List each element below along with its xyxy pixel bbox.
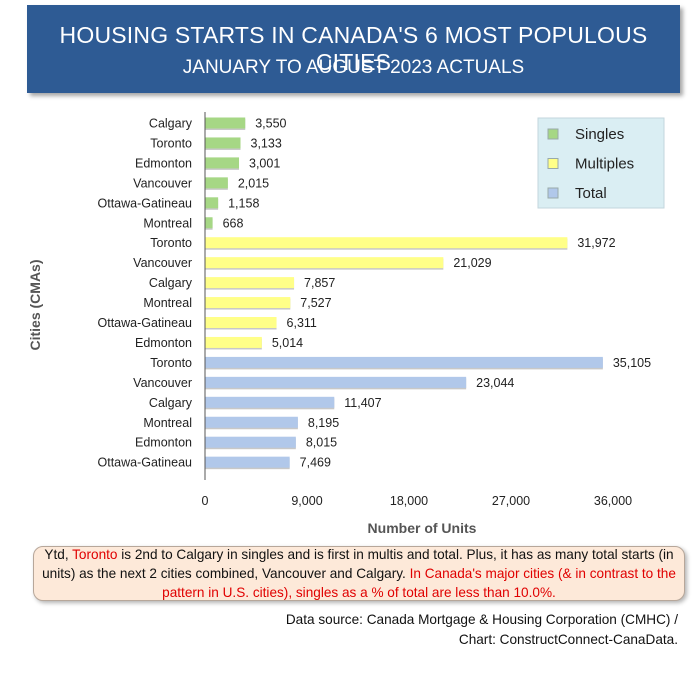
bar [205, 336, 262, 348]
category-label: Toronto [150, 356, 192, 370]
legend-label-total: Total [575, 185, 607, 202]
bar [205, 376, 467, 388]
category-label: Ottawa-Gatineau [98, 196, 193, 210]
callout-highlight: In Canada's major cities (& in contrast … [162, 566, 676, 600]
legend-label-multiples: Multiples [575, 156, 634, 173]
callout-part-3: is 2nd to Calgary in singles and is firs… [42, 547, 674, 581]
data-label: 5,014 [272, 336, 303, 350]
x-tick-label: 18,000 [390, 494, 428, 508]
legend-swatch-singles [547, 128, 559, 140]
category-label: Vancouver [133, 376, 192, 390]
data-label: 668 [223, 216, 244, 230]
category-label: Edmonton [135, 336, 192, 350]
title-banner: HOUSING STARTS IN CANADA'S 6 MOST POPULO… [27, 5, 680, 93]
chart-subtitle: JANUARY TO AUGUST 2023 ACTUALS [182, 57, 525, 78]
x-tick-label: 36,000 [594, 494, 632, 508]
data-label: 11,407 [344, 396, 381, 410]
callout-part-1: Ytd, [44, 547, 73, 562]
x-axis-title: Number of Units [368, 520, 477, 536]
data-label: 3,550 [255, 117, 286, 131]
bar [205, 237, 568, 249]
data-label: 8,195 [308, 416, 339, 430]
bar [205, 137, 241, 149]
legend-swatch-multiples [547, 158, 559, 169]
category-label: Vancouver [133, 176, 192, 190]
bar [205, 356, 603, 368]
category-label: Montreal [143, 416, 192, 430]
bar [205, 277, 295, 289]
x-tick-label: 9,000 [291, 494, 322, 508]
category-label: Montreal [143, 216, 192, 230]
legend-swatch-total [547, 187, 559, 199]
data-label: 31,972 [577, 236, 615, 250]
category-label: Ottawa-Gatineau [98, 316, 193, 330]
data-label: 6,311 [287, 316, 317, 330]
data-label: 7,527 [300, 296, 331, 310]
bar [205, 157, 240, 169]
data-label: 35,105 [613, 356, 651, 370]
bar [205, 416, 298, 428]
legend-box [537, 117, 665, 209]
bar [205, 456, 290, 468]
category-label: Calgary [149, 276, 193, 290]
data-label: 23,044 [476, 376, 514, 390]
category-label: Toronto [150, 236, 192, 250]
bar [205, 117, 246, 129]
bar [205, 257, 444, 269]
bar [205, 177, 228, 189]
category-label: Vancouver [133, 256, 192, 270]
category-label: Toronto [150, 136, 192, 150]
data-label: 3,133 [251, 136, 282, 150]
category-label: Calgary [149, 117, 193, 131]
data-source: Data source: Canada Mortgage & Housing C… [286, 610, 678, 650]
bar [205, 436, 296, 448]
bar [205, 217, 213, 229]
data-label: 1,158 [228, 196, 259, 210]
callout-box: Ytd, Toronto is 2nd to Calgary in single… [33, 546, 685, 601]
x-tick-label: 27,000 [492, 494, 530, 508]
source-line-1: Data source: Canada Mortgage & Housing C… [285, 612, 678, 627]
category-label: Calgary [149, 396, 193, 410]
callout-text: Ytd, Toronto is 2nd to Calgary in single… [42, 545, 676, 602]
bar-chart: Singles Multiples Total Calgary 3,550 Toronto… [27, 112, 665, 536]
legend-label-singles: Singles [575, 126, 624, 143]
category-label: Edmonton [135, 156, 192, 170]
chart-title: HOUSING STARTS IN CANADA'S 6 MOST POPULO… [59, 22, 648, 75]
data-label: 7,857 [304, 276, 335, 290]
category-label: Montreal [143, 296, 192, 310]
bar [205, 297, 291, 309]
data-label: 7,469 [300, 456, 331, 470]
source-line-2: Chart: ConstructConnect-CanaData. [458, 632, 678, 647]
bar [205, 197, 219, 209]
data-label: 8,015 [306, 436, 337, 450]
bar [205, 317, 277, 328]
x-tick-label: 0 [202, 494, 209, 508]
data-label: 2,015 [238, 176, 269, 190]
category-label: Edmonton [135, 436, 192, 450]
data-label: 3,001 [249, 156, 280, 170]
y-axis-title: Cities (CMAs) [27, 259, 43, 350]
data-label: 21,029 [453, 256, 491, 270]
bar [205, 396, 335, 408]
category-label: Ottawa-Gatineau [98, 456, 193, 470]
callout-toronto: Toronto [72, 547, 118, 562]
